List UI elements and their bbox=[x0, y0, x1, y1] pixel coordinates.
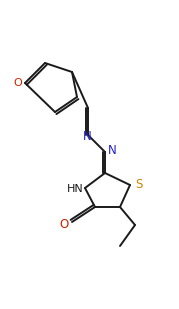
Text: S: S bbox=[135, 179, 143, 192]
Text: N: N bbox=[83, 130, 91, 143]
Text: HN: HN bbox=[67, 184, 83, 194]
Text: O: O bbox=[59, 218, 69, 231]
Text: N: N bbox=[108, 145, 116, 158]
Text: O: O bbox=[14, 78, 22, 88]
